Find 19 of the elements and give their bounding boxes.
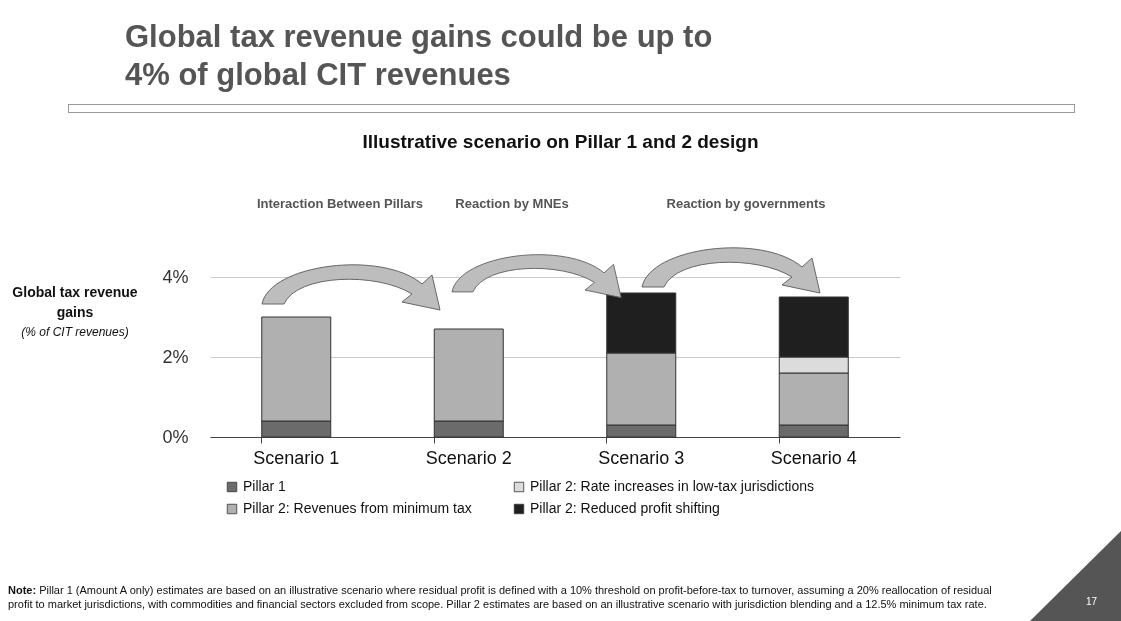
y-tick-label: 0% — [162, 426, 189, 447]
text: Interaction Between Pillars — [256, 196, 424, 211]
chart-subtitle: Illustrative scenario on Pillar 1 and 2 design — [361, 131, 760, 153]
y-tick-label: 4% — [162, 266, 189, 287]
x-tick-label: Scenario 3 — [598, 447, 685, 468]
y-tick-label: 2% — [162, 346, 189, 367]
text: 17 — [1086, 596, 1098, 607]
text: Note: Pillar 1 (Amount A only) estimates are based on an illustrative scenario where residual profit is defined with a 10% threshold on profit-before-tax to turnover, assuming a 20% reallocation of residual profit to market jurisdictions, with commodities and financial sectors excluded from scope. Pillar 2 estimates are based on an illustrative scenario with jurisdiction blending and a 12.5% minimum tax rate. — [8, 583, 993, 611]
legend-label: Pillar 2: Revenues from minimum tax — [243, 500, 472, 516]
legend-label: Pillar 2: Reduced profit shifting — [530, 500, 720, 516]
text: Reaction by MNEs — [455, 196, 569, 211]
chart-title: Global tax revenue gains could be up to 4% of global CIT revenues — [125, 18, 714, 94]
x-tick-label: Scenario 1 — [253, 447, 340, 468]
y-axis-title: Global tax revenue gains (% of CIT revenues) — [11, 283, 139, 341]
legend-label: Pillar 2: Rate increases in low-tax jurisdictions — [530, 478, 814, 494]
text: Reaction by governments — [666, 196, 826, 211]
x-tick-label: Scenario 2 — [425, 447, 512, 468]
x-tick-label: Scenario 4 — [770, 447, 857, 468]
legend-label: Pillar 1 — [243, 478, 287, 494]
